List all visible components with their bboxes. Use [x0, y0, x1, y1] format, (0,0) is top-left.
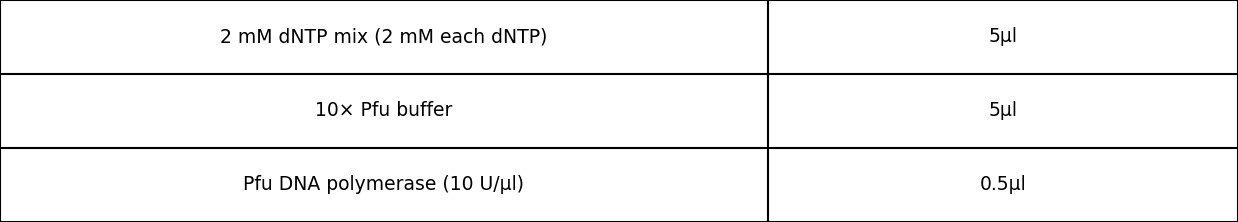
Text: 5μl: 5μl	[988, 28, 1018, 46]
Text: Pfu DNA polymerase (10 U/μl): Pfu DNA polymerase (10 U/μl)	[244, 176, 524, 194]
Text: 5μl: 5μl	[988, 101, 1018, 121]
Text: 10× Pfu buffer: 10× Pfu buffer	[316, 101, 452, 121]
Text: 0.5μl: 0.5μl	[979, 176, 1026, 194]
Text: 2 mM dNTP mix (2 mM each dNTP): 2 mM dNTP mix (2 mM each dNTP)	[220, 28, 547, 46]
